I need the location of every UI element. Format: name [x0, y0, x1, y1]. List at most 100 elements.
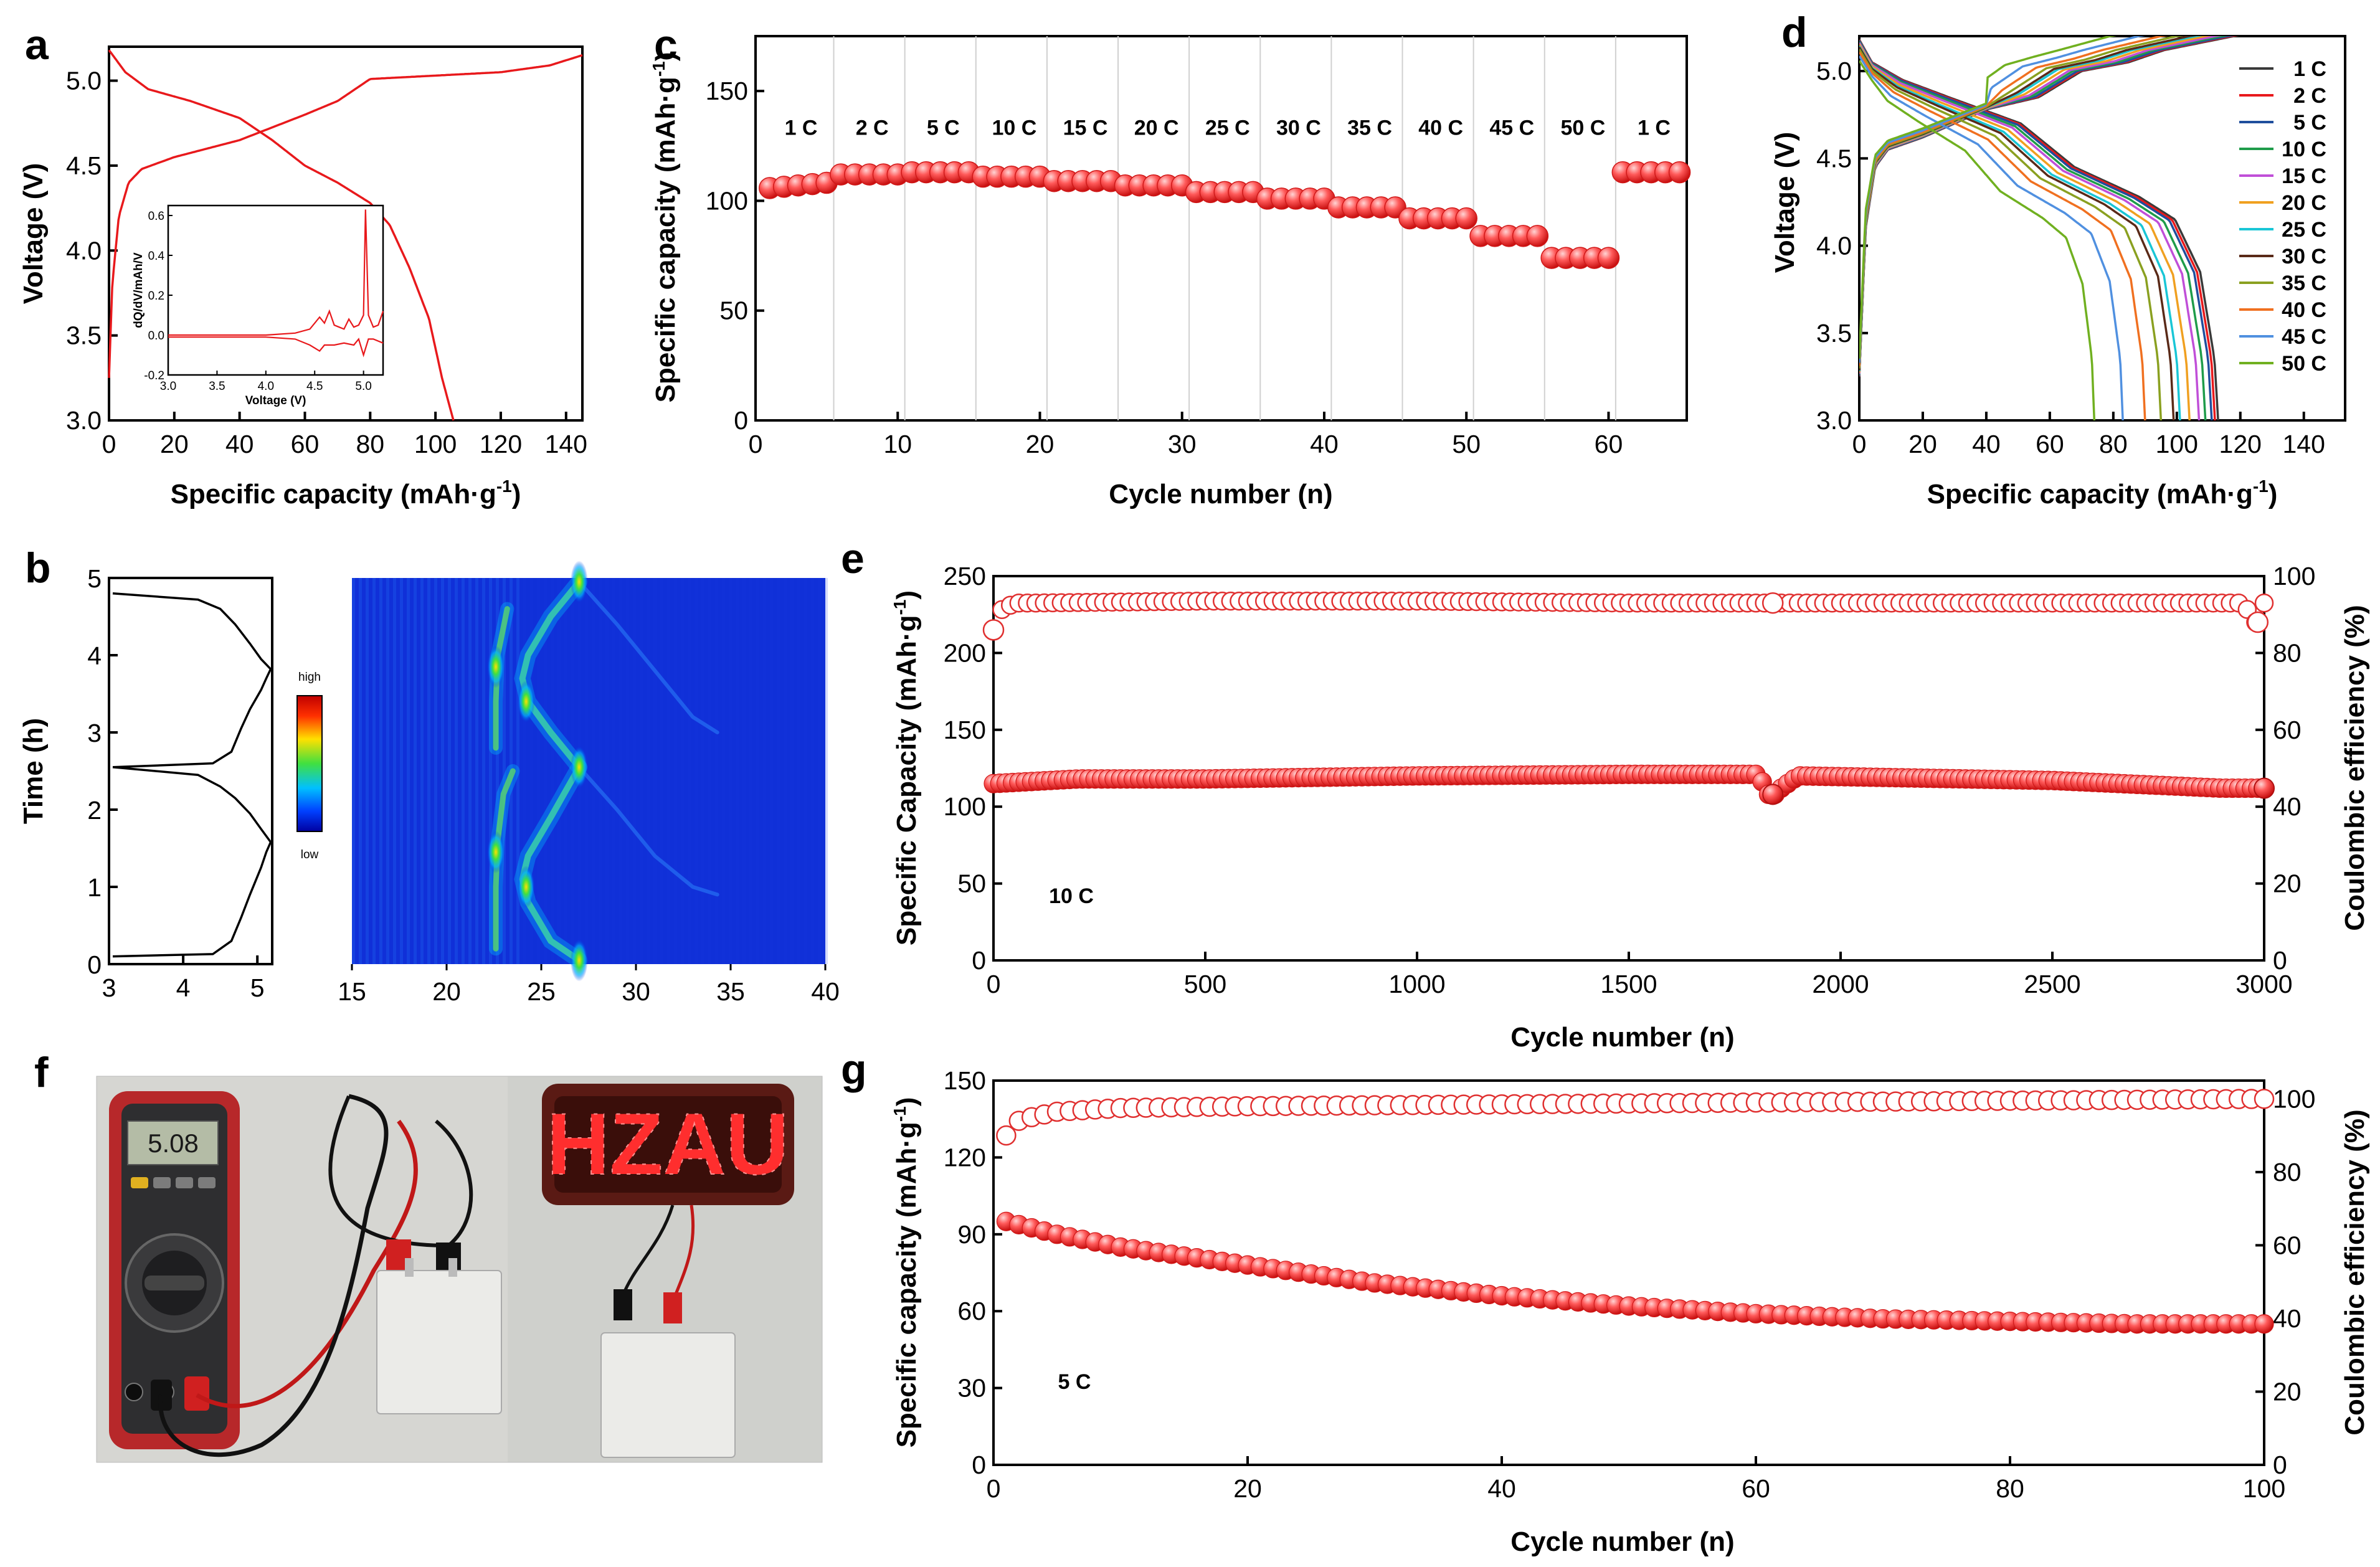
inset-y-tick-label: 0.0 [148, 329, 164, 343]
heatmap-texture [763, 578, 766, 964]
x-tick-label: 3000 [2235, 970, 2292, 998]
charge-curve [1859, 36, 2222, 374]
capacity-point [2254, 1314, 2274, 1334]
x-tick-label: 20 [1026, 430, 1055, 458]
x-axis-label: Specific capacity (mAh·g-1) [171, 476, 521, 509]
heatmap-x-tick-label: 20 [432, 977, 461, 1006]
heatmap-texture [359, 578, 362, 964]
x-tick-label: 20 [1233, 1474, 1262, 1503]
capacity-point [1455, 207, 1477, 230]
rate-annotation: 10 C [1049, 884, 1094, 908]
colorbar [296, 695, 323, 832]
y-tick-label: 0 [972, 1451, 986, 1479]
rate-label: 35 C [1347, 116, 1392, 140]
heatmap-texture [688, 578, 691, 964]
heatmap-texture [496, 578, 499, 964]
x-tick-label: 0 [1852, 430, 1867, 458]
panel-c-chart: 0 10 20 30 40 50 60 0 50 100 150 1 C 2 C 5 C 10 C 15 C 2… [649, 35, 1691, 509]
x-tick-label: 20 [1908, 430, 1937, 458]
heatmap-texture [482, 578, 485, 964]
heatmap-texture [674, 578, 677, 964]
heatmap-texture [756, 578, 759, 964]
probe-plug-red [184, 1376, 209, 1411]
panel-label-c: c [654, 21, 678, 69]
heatmap-texture [647, 578, 650, 964]
y-tick-label: 2 [87, 796, 102, 825]
legend-entry: 50 C [2282, 352, 2326, 376]
y-tick-label: 90 [957, 1220, 986, 1249]
x-tick-label: 120 [480, 430, 522, 458]
x-tick-label: 60 [1595, 430, 1623, 458]
black-wire-loop [328, 1095, 473, 1248]
multimeter-button [198, 1177, 216, 1188]
heatmap-texture [400, 578, 403, 964]
x-tick-label: 120 [2219, 430, 2262, 458]
x-tick-label: 0 [987, 970, 1001, 998]
rate-label: 25 C [1205, 116, 1250, 140]
inset-x-tick-label: 3.5 [209, 380, 225, 393]
panel-label-d: d [1781, 9, 1808, 56]
diffraction-hotspot [517, 866, 535, 908]
faint-diffraction-arc [577, 765, 719, 897]
y-tick-label: 5.0 [1816, 57, 1852, 85]
heatmap-texture [797, 578, 800, 964]
rate-label: 5 C [927, 116, 960, 140]
heatmap-texture [653, 578, 657, 964]
efficiency-point [2254, 1089, 2275, 1109]
discharge-curve [1859, 55, 2124, 420]
plot-frame [108, 577, 273, 965]
heatmap-texture [530, 578, 533, 964]
y-axis-label: Voltage (V) [18, 163, 49, 305]
panel-label-a: a [25, 21, 49, 69]
heatmap-texture [468, 578, 472, 964]
heatmap-texture [379, 578, 382, 964]
rate-label: 15 C [1063, 116, 1108, 140]
heatmap-texture [708, 578, 711, 964]
x-axis-label: Cycle number (n) [1510, 1022, 1734, 1053]
x-tick-label: 0 [102, 430, 116, 458]
heatmap-texture [633, 578, 636, 964]
x-tick-label: 5 [250, 973, 265, 1002]
discharge-curve [1859, 41, 2207, 420]
y2-tick-label: 40 [2273, 1304, 2302, 1333]
inset-x-label: Voltage (V) [245, 394, 306, 407]
y-tick-label: 4.0 [1816, 232, 1852, 260]
y2-tick-label: 80 [2273, 638, 2302, 667]
colorbar-low-label: low [301, 848, 319, 861]
rate-label: 40 C [1418, 116, 1463, 140]
heatmap-texture [790, 578, 794, 964]
capacity-point [1668, 161, 1691, 184]
discharge-curve [1859, 44, 2191, 420]
y-tick-label: 50 [719, 296, 748, 325]
diffraction-hotspot [487, 831, 505, 874]
x-tick-label: 60 [2036, 430, 2064, 458]
multimeter-reading: 5.08 [148, 1129, 199, 1158]
inset-x-tick-label: 5.0 [355, 380, 371, 393]
sign-wire-red [671, 1205, 695, 1302]
y2-tick-label: 20 [2273, 869, 2302, 898]
inset-y-tick-label: 0.2 [148, 290, 164, 303]
multimeter-button [153, 1177, 171, 1188]
y2-tick-label: 20 [2273, 1377, 2302, 1406]
charge-curve [1859, 36, 2238, 377]
y-axis-label: Time (h) [18, 718, 49, 824]
red-wire [196, 1119, 418, 1409]
alligator-clip-black [614, 1289, 632, 1320]
y-tick-label: 60 [957, 1297, 986, 1325]
y-tick-label: 0 [87, 950, 102, 979]
diffraction-hotspot [517, 680, 535, 723]
panel-label-e: e [841, 535, 865, 582]
x-tick-label: 100 [2156, 430, 2198, 458]
inset-y-label: dQ/dV/mAh/V [132, 252, 145, 328]
alligator-clip-red [663, 1292, 682, 1323]
heatmap-texture [736, 578, 739, 964]
heatmap-texture [749, 578, 752, 964]
y2-tick-label: 100 [2273, 562, 2315, 590]
y-axis-label: Specific capacity (mAh·g-1) [649, 52, 681, 403]
x-axis-label: Cycle number (n) [1510, 1527, 1734, 1557]
inset-dqdv-curve [168, 336, 384, 357]
heatmap-texture [366, 578, 369, 964]
legend-entry: 1 C [2293, 57, 2326, 81]
